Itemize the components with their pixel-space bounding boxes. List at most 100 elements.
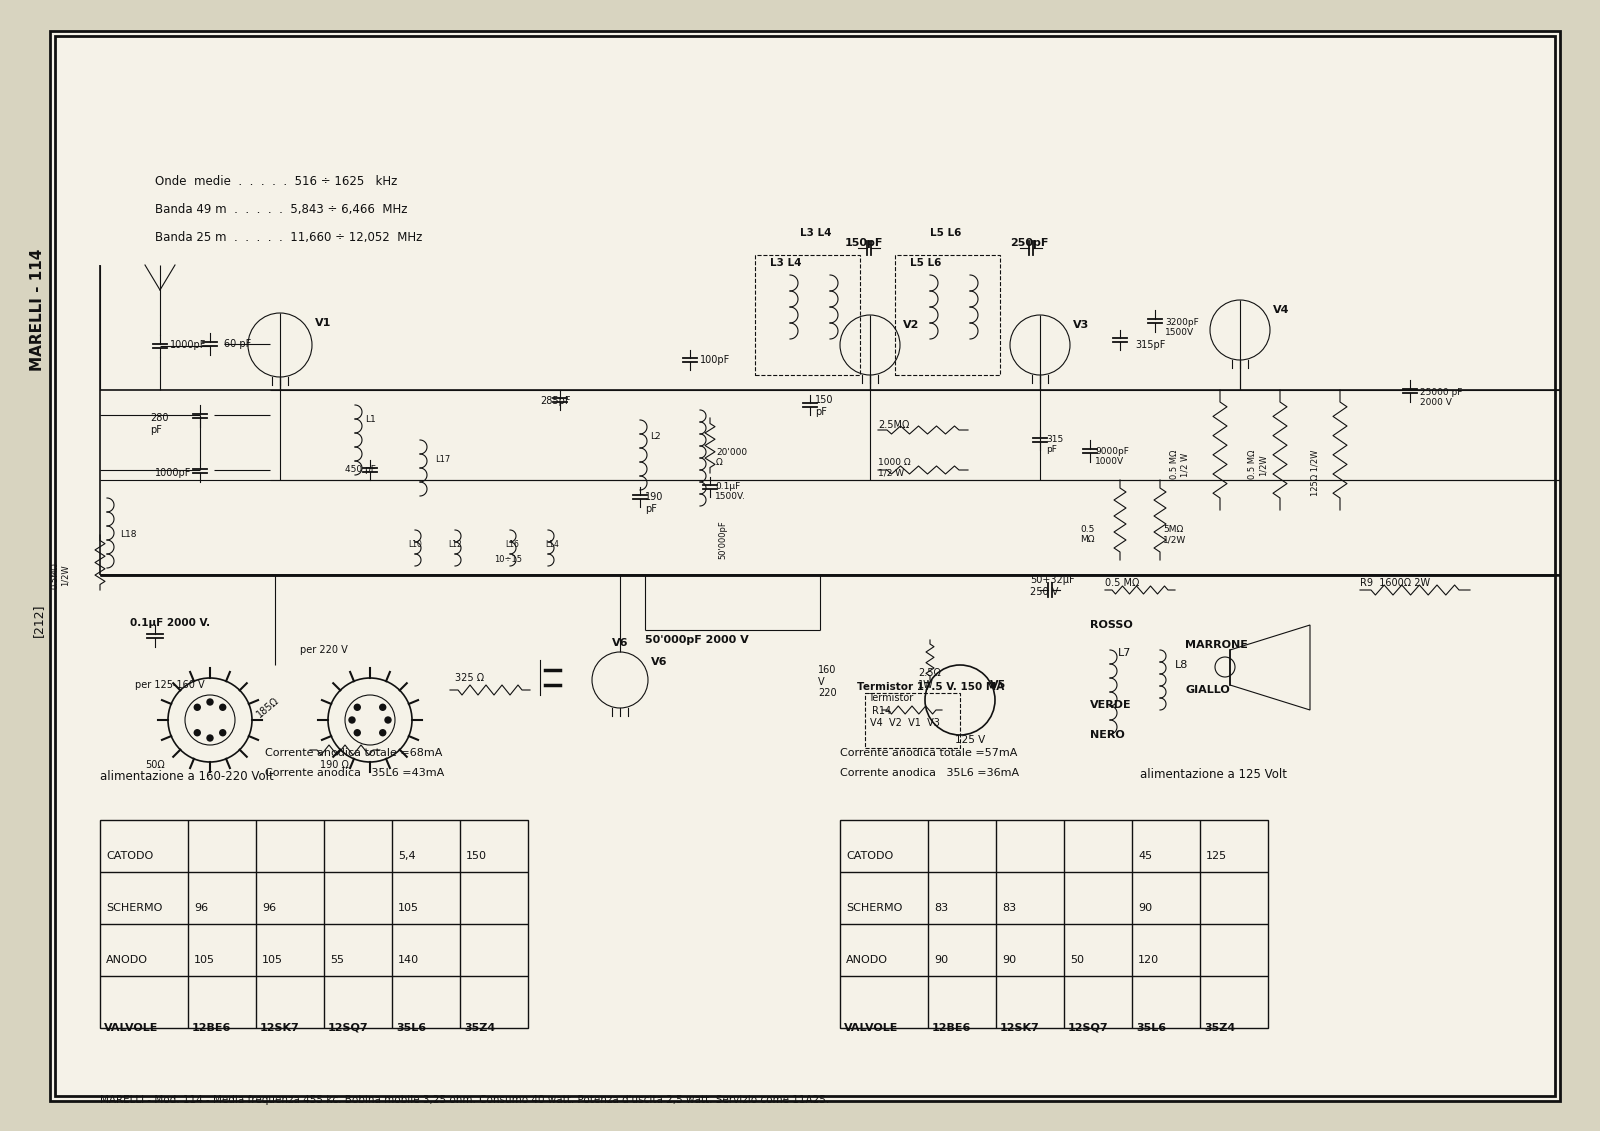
Text: L5 L6: L5 L6: [930, 228, 962, 238]
Text: 0.5 MΩ
1/2W: 0.5 MΩ 1/2W: [1248, 450, 1267, 480]
Text: per 220 V: per 220 V: [301, 645, 347, 655]
Text: 10÷15: 10÷15: [494, 555, 522, 564]
Text: 190
pF: 190 pF: [645, 492, 664, 513]
Text: L17: L17: [435, 455, 450, 464]
Text: V1: V1: [315, 318, 331, 328]
Text: 0.5 MΩ: 0.5 MΩ: [1106, 578, 1139, 588]
Text: 35Z4: 35Z4: [1205, 1024, 1235, 1033]
Text: Onde  medie  .  .  .  .  .  516 ÷ 1625   kHz: Onde medie . . . . . 516 ÷ 1625 kHz: [155, 175, 397, 188]
Text: L18: L18: [120, 530, 136, 539]
Text: 0.5
MΩ: 0.5 MΩ: [1080, 525, 1094, 544]
Text: 125: 125: [1206, 851, 1227, 861]
Text: 105: 105: [194, 955, 214, 965]
Text: 450 pF: 450 pF: [346, 465, 376, 474]
Polygon shape: [1230, 625, 1310, 710]
Text: 50+32μF
250 V: 50+32μF 250 V: [1030, 575, 1075, 596]
Text: alimentazione a 125 Volt: alimentazione a 125 Volt: [1139, 768, 1286, 782]
Circle shape: [206, 699, 213, 705]
Text: 125 V: 125 V: [955, 735, 986, 745]
Circle shape: [206, 735, 213, 741]
Text: Termistor: Termistor: [867, 693, 914, 703]
Text: Corrente anodica totale =57mA: Corrente anodica totale =57mA: [840, 748, 1018, 758]
Text: 285pF: 285pF: [541, 396, 571, 406]
Text: Corrente anodica   35L6 =43mA: Corrente anodica 35L6 =43mA: [266, 768, 445, 778]
Text: 35L6: 35L6: [397, 1024, 426, 1033]
Text: L3 L4: L3 L4: [770, 258, 802, 268]
Bar: [755, 254, 861, 375]
Text: ROSSO: ROSSO: [1090, 620, 1133, 630]
Text: 120: 120: [1138, 955, 1158, 965]
Text: 100pF: 100pF: [701, 355, 730, 365]
Text: 105: 105: [398, 903, 419, 913]
Text: 5MΩ
1/2W: 5MΩ 1/2W: [1163, 525, 1186, 544]
Text: 20'000
Ω: 20'000 Ω: [717, 448, 747, 467]
Text: Termistor 17.5 V. 150 MA: Termistor 17.5 V. 150 MA: [858, 682, 1005, 692]
Text: 5,4: 5,4: [398, 851, 416, 861]
Text: 9000pF
1000V: 9000pF 1000V: [1094, 447, 1130, 466]
Text: 45: 45: [1138, 851, 1152, 861]
Text: Banda 49 m  .  .  .  .  .  5,843 ÷ 6,466  MHz: Banda 49 m . . . . . 5,843 ÷ 6,466 MHz: [155, 202, 408, 216]
Text: L14: L14: [546, 539, 558, 549]
Circle shape: [379, 705, 386, 710]
Text: 12BE6: 12BE6: [192, 1024, 232, 1033]
Circle shape: [386, 717, 390, 723]
Text: 315pF: 315pF: [1134, 340, 1165, 349]
Circle shape: [219, 705, 226, 710]
Text: L2: L2: [650, 432, 661, 441]
Text: GIALLO: GIALLO: [1186, 685, 1230, 696]
Text: 12SQ7: 12SQ7: [1069, 1024, 1109, 1033]
Text: 50Ω: 50Ω: [146, 760, 165, 770]
Circle shape: [379, 729, 386, 736]
Text: 83: 83: [1002, 903, 1016, 913]
Bar: [840, 820, 1267, 1028]
Text: 60 pF: 60 pF: [224, 339, 251, 349]
Text: 83: 83: [934, 903, 949, 913]
Text: CATODO: CATODO: [846, 851, 893, 861]
Text: L5 L6: L5 L6: [910, 258, 941, 268]
Text: 0.1μF 2000 V.: 0.1μF 2000 V.: [130, 618, 210, 628]
Bar: [866, 693, 960, 748]
Text: ANODO: ANODO: [846, 955, 888, 965]
Circle shape: [354, 729, 360, 736]
Text: L16: L16: [506, 539, 518, 549]
Text: 50: 50: [1070, 955, 1085, 965]
Text: V5: V5: [990, 680, 1006, 690]
Text: V4: V4: [1274, 305, 1290, 316]
Text: 96: 96: [194, 903, 208, 913]
Text: ANODO: ANODO: [106, 955, 147, 965]
Text: 12SQ7: 12SQ7: [328, 1024, 368, 1033]
Text: 3200pF
1500V: 3200pF 1500V: [1165, 318, 1198, 337]
Text: L12: L12: [448, 539, 462, 549]
Text: 12BE6: 12BE6: [931, 1024, 971, 1033]
Text: 90: 90: [934, 955, 949, 965]
Text: V3: V3: [1074, 320, 1090, 330]
Text: SCHERMO: SCHERMO: [846, 903, 902, 913]
Text: V6: V6: [651, 657, 667, 667]
Text: alimentazione a 160-220 Volt: alimentazione a 160-220 Volt: [99, 770, 274, 783]
Text: 150: 150: [466, 851, 486, 861]
Text: 50'000pF: 50'000pF: [718, 520, 728, 559]
Text: MARELLI - Mod. 114 - Media frequenza 455 kc. Bobina mobile 3,25 ohm. Consumo 40 : MARELLI - Mod. 114 - Media frequenza 455…: [99, 1095, 829, 1105]
Text: 105: 105: [262, 955, 283, 965]
Text: 250pF: 250pF: [1010, 238, 1048, 248]
Text: SCHERMO: SCHERMO: [106, 903, 162, 913]
Text: [212]: [212]: [32, 603, 45, 637]
Text: 140: 140: [398, 955, 419, 965]
Text: CATODO: CATODO: [106, 851, 154, 861]
Bar: [99, 820, 528, 1028]
Text: 0.5MΩ
1/2W: 0.5MΩ 1/2W: [50, 562, 70, 589]
Text: 0.1μF
1500V.: 0.1μF 1500V.: [715, 482, 746, 501]
Text: L10: L10: [408, 539, 422, 549]
Text: Corrente anodica   35L6 =36mA: Corrente anodica 35L6 =36mA: [840, 768, 1019, 778]
Text: L8: L8: [1174, 661, 1189, 670]
Text: 325 Ω: 325 Ω: [454, 673, 485, 683]
Text: 280
pF: 280 pF: [150, 413, 168, 434]
Text: 2.5MΩ: 2.5MΩ: [878, 420, 909, 430]
Text: 2.5Ω
1W: 2.5Ω 1W: [918, 668, 941, 690]
Text: 50'000pF 2000 V: 50'000pF 2000 V: [645, 634, 749, 645]
Bar: [894, 254, 1000, 375]
Text: NERO: NERO: [1090, 729, 1125, 740]
Text: Banda 25 m  .  .  .  .  .  11,660 ÷ 12,052  MHz: Banda 25 m . . . . . 11,660 ÷ 12,052 MHz: [155, 231, 422, 244]
Text: 190 Ω: 190 Ω: [320, 760, 349, 770]
Text: MARRONE: MARRONE: [1186, 640, 1248, 650]
